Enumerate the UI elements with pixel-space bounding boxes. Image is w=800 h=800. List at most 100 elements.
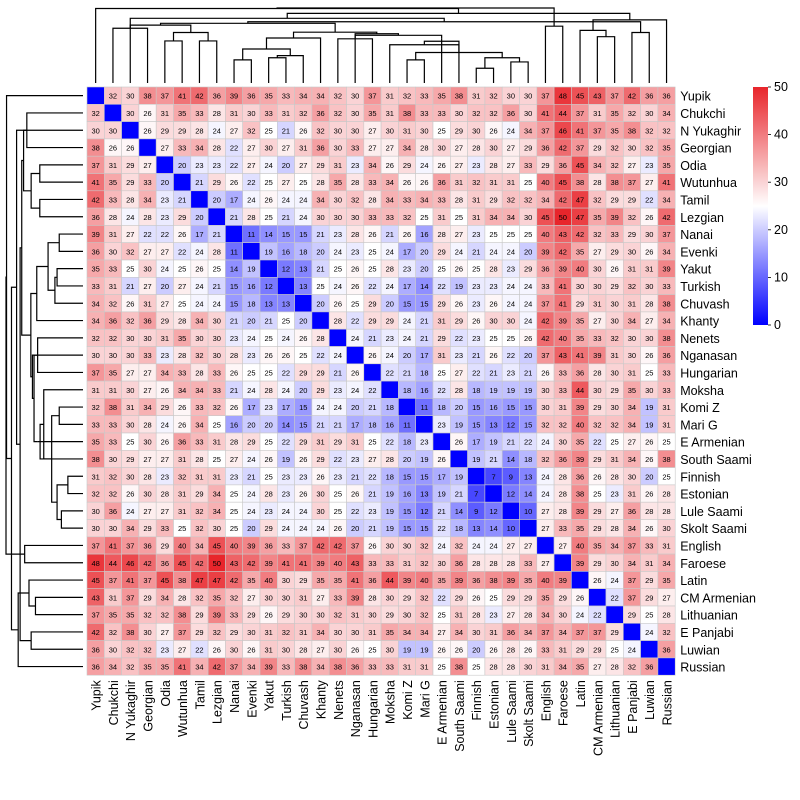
cell-value-label: 34 [91,299,99,308]
row-label: Nanai [680,228,713,242]
cell-value-label: 25 [489,334,497,343]
cell-value-label: 26 [230,178,238,187]
cell-value-label: 20 [247,524,255,533]
cell-value-label: 26 [645,490,653,499]
cell-value-label: 34 [662,109,670,118]
cell-value-label: 30 [109,126,117,135]
cell-value-label: 28 [472,144,480,153]
cell-value-label: 30 [541,403,549,412]
cell-value-label: 31 [91,472,99,481]
cell-value-label: 31 [178,455,186,464]
cell-value-label: 24 [316,524,324,533]
cell-value-label: 23 [472,230,480,239]
cell-value-label: 32 [662,628,670,637]
dendrogram-branch [39,164,83,183]
cell-value-label: 31 [628,368,636,377]
cell-value-label: 15 [472,420,480,429]
cell-value-label: 28 [593,368,601,377]
cell-value-label: 28 [610,524,618,533]
cell-value-label: 19 [455,282,463,291]
cell-value-label: 22 [178,247,186,256]
cell-value-label: 27 [662,593,670,602]
cell-value-label: 29 [593,559,601,568]
cell-value-label: 27 [316,593,324,602]
cell-value-label: 24 [264,161,272,170]
cell-value-label: 30 [628,247,636,256]
cell-value-label: 23 [645,161,653,170]
cell-value-label: 20 [524,247,532,256]
cell-value-label: 30 [213,317,221,326]
cell-value-label: 31 [143,299,151,308]
cell-value-label: 26 [524,645,532,654]
cell-value-label: 26 [264,195,272,204]
cell-value-label: 30 [213,524,221,533]
cell-value-label: 21 [230,386,238,395]
cell-value-label: 36 [662,351,670,360]
cell-value-label: 32 [507,195,515,204]
dendrogram-branch [389,44,460,83]
cell-value-label: 24 [316,403,324,412]
cell-value-label: 12 [264,282,272,291]
cell-value-label: 42 [213,663,221,672]
cell-value-label: 32 [109,92,117,101]
cell-value-label: 30 [610,299,618,308]
cell-value-label: 38 [178,576,186,585]
cell-value-label: 24 [524,317,532,326]
heatmap-cell [259,259,278,278]
cell-value-label: 31 [403,663,411,672]
cell-value-label: 30 [437,559,445,568]
cell-value-label: 29 [593,645,601,654]
cell-value-label: 29 [334,438,342,447]
cell-value-label: 17 [403,282,411,291]
cell-value-label: 27 [507,161,515,170]
cell-value-label: 35 [178,109,186,118]
cell-value-label: 36 [368,576,376,585]
cell-value-label: 45 [213,541,221,550]
column-label: Komi Z [401,680,415,720]
cell-value-label: 28 [489,265,497,274]
cell-value-label: 28 [143,213,151,222]
cell-value-label: 14 [282,420,290,429]
cell-value-label: 19 [524,386,532,395]
cell-value-label: 24 [628,645,636,654]
cell-value-label: 29 [403,161,411,170]
cell-value-label: 34 [316,92,324,101]
column-label: N Yukaghir [124,680,138,741]
dendrogram-branch [17,592,83,668]
column-labels: Yupik Chukchi N Yukaghir Georgian Odia Wutunh… [90,679,675,755]
cell-value-label: 37 [109,576,117,585]
cell-value-label: 21 [368,490,376,499]
cell-value-label: 32 [247,126,255,135]
cell-value-label: 28 [489,663,497,672]
cell-value-label: 34 [403,628,411,637]
cell-value-label: 20 [455,403,463,412]
column-label: Chukchi [107,680,121,725]
row-label: Skolt Saami [680,522,747,536]
cell-value-label: 44 [109,559,117,568]
cell-value-label: 33 [282,92,290,101]
cell-value-label: 28 [472,611,480,620]
cell-value-label: 13 [420,490,428,499]
cell-value-label: 36 [507,628,515,637]
cell-value-label: 21 [489,455,497,464]
cell-value-label: 32 [645,126,653,135]
cell-value-label: 28 [507,663,515,672]
cell-value-label: 30 [264,144,272,153]
cell-value-label: 29 [264,524,272,533]
cell-value-label: 32 [593,195,601,204]
cell-value-label: 27 [143,247,151,256]
cell-value-label: 32 [213,403,221,412]
heatmap-cell [588,588,607,607]
cell-value-label: 31 [213,438,221,447]
cell-value-label: 15 [507,403,515,412]
cell-value-label: 33 [662,282,670,291]
cell-value-label: 31 [368,628,376,637]
row-label: Estonian [680,488,729,502]
cell-value-label: 30 [213,334,221,343]
cell-value-label: 39 [230,92,238,101]
cell-value-label: 26 [316,472,324,481]
cell-value-label: 27 [455,368,463,377]
dendrogram-branch [423,40,460,83]
cell-value-label: 27 [161,628,169,637]
cell-value-label: 25 [662,472,670,481]
